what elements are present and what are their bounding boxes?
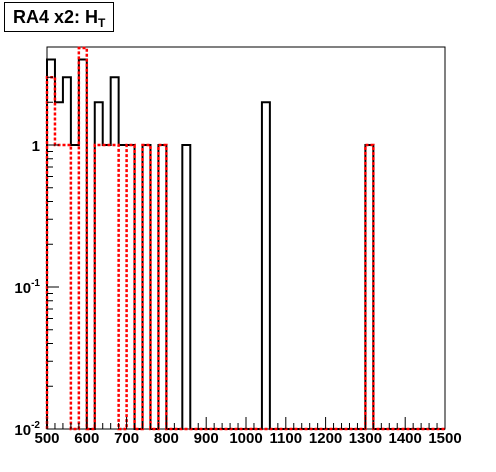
y-tick-label: 1 (32, 138, 40, 155)
y-tick-label: 10-1 (14, 278, 40, 297)
x-tick-label: 1100 (270, 430, 303, 447)
x-tick-label: 1400 (389, 430, 422, 447)
x-tick-label: 500 (34, 430, 59, 447)
x-tick-label: 700 (114, 430, 139, 447)
x-tick-label: 800 (154, 430, 179, 447)
y-tick-labels: 1 10-1 10-2 (14, 138, 40, 439)
chart-title: RA4 x2: HT (4, 2, 115, 32)
y-tick-label: 10-2 (14, 420, 40, 439)
x-tick-label: 1200 (309, 430, 342, 447)
plot-frame (46, 46, 446, 430)
x-tick-label: 1000 (229, 430, 262, 447)
series-layer (45, 46, 445, 431)
tick-marks (46, 59, 446, 430)
x-tick-label: 1500 (428, 430, 461, 447)
x-tick-label: 900 (194, 430, 219, 447)
series-dashed-line (45, 46, 445, 431)
x-tick-label: 1300 (349, 430, 382, 447)
x-tick-label: 600 (74, 430, 99, 447)
chart-title-main: RA4 x2: H (13, 7, 99, 27)
chart-title-subscript: T (98, 16, 106, 30)
x-tick-labels: 500 600 700 800 900 1000 1100 1200 1300 1400 1500 (34, 430, 461, 447)
